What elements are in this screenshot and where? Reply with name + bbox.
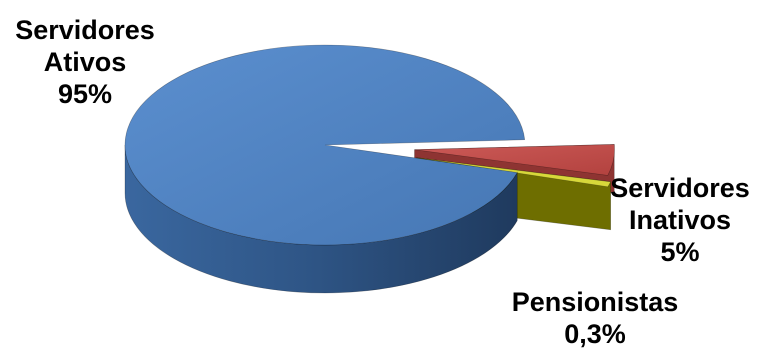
data-label-pensionistas-value: 0,3%	[564, 319, 626, 349]
data-label-pensionistas: Pensionistas 0,3%	[485, 286, 705, 350]
pie-slice-servidores-ativos	[124, 44, 526, 294]
data-label-servidores-inativos-line2: Inativos	[628, 205, 732, 235]
data-label-servidores-inativos: Servidores Inativos 5%	[585, 172, 765, 268]
data-label-servidores-ativos-line2: Ativos	[43, 47, 127, 77]
data-label-servidores-ativos-line1: Servidores	[15, 15, 155, 45]
data-label-servidores-ativos-value: 95%	[57, 79, 113, 109]
data-label-pensionistas-line1: Pensionistas	[511, 287, 679, 317]
data-label-servidores-ativos: Servidores Ativos 95%	[0, 14, 170, 110]
pie-slice-top-servidores-inativos	[414, 144, 615, 176]
data-label-servidores-inativos-line1: Servidores	[610, 173, 750, 203]
data-label-servidores-inativos-value: 5%	[660, 237, 700, 267]
pie-slice-top-servidores-ativos	[124, 44, 526, 246]
